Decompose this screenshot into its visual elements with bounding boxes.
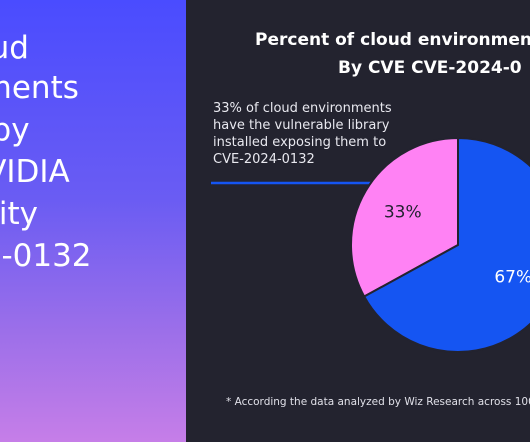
chart-title-line-1: Percent of cloud environments (255, 30, 530, 50)
pie-slices (350, 136, 530, 353)
headline-line-5: bility (0, 196, 39, 232)
annotation-line-1: 33% of cloud environments (213, 101, 392, 116)
headline-panel: loud nments d by NVIDIA bility 24-0132 (0, 0, 186, 442)
annotation-line-2: have the vulnerable library (213, 118, 390, 133)
headline-line-2: nments (0, 70, 79, 106)
pie-slice-2 (362, 136, 530, 353)
headline-line-4: NVIDIA (0, 154, 70, 190)
pie-slice-1 (350, 136, 459, 298)
pie-slice-label-2: 67% (494, 268, 530, 288)
pie-chart: 33% 67% (211, 136, 530, 353)
callout-annotation: 33% of cloud environments have the vulne… (213, 100, 392, 168)
headline-line-1: loud (0, 30, 29, 66)
annotation-line-3: installed exposing them to (213, 135, 387, 150)
footnote: * According the data analyzed by Wiz Res… (226, 396, 530, 408)
headline-line-6: 24-0132 (0, 238, 92, 274)
headline-line-3: d by (0, 112, 30, 148)
chart-title-line-2: By CVE CVE-2024-0 (338, 58, 522, 78)
pie-slice-labels: 33% 67% (384, 202, 530, 287)
chart-panel: Percent of cloud environments By CVE CVE… (186, 0, 530, 442)
annotation-line-4: CVE-2024-0132 (213, 152, 315, 167)
pie-slice-label-1: 33% (384, 202, 422, 222)
